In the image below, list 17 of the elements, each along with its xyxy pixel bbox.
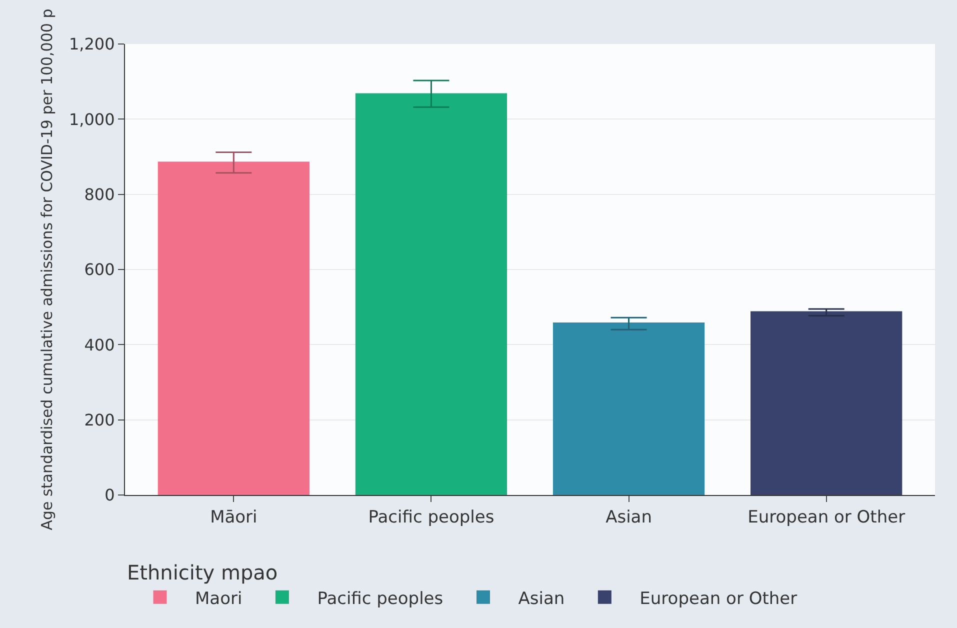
legend-title: Ethnicity mpao bbox=[127, 560, 278, 585]
y-tick-label: 200 bbox=[84, 410, 115, 430]
y-tick-label: 1,200 bbox=[68, 34, 115, 54]
y-axis-title: Age standardised cumulative admissions for COVID-19 per 100,000 p bbox=[38, 8, 56, 530]
legend-label: European or Other bbox=[640, 588, 798, 609]
y-tick-label: 800 bbox=[84, 184, 115, 204]
y-tick-label: 400 bbox=[84, 335, 115, 354]
x-tick-label: Pacific peoples bbox=[368, 507, 494, 528]
x-tick-label: Māori bbox=[210, 507, 258, 528]
x-tick-label: Asian bbox=[606, 507, 652, 528]
legend-label: Maori bbox=[195, 588, 242, 609]
y-tick-label: 1,000 bbox=[68, 110, 115, 129]
legend-label: Pacific peoples bbox=[317, 588, 444, 609]
x-tick-label: European or Other bbox=[748, 507, 906, 528]
y-tick-label: 600 bbox=[84, 260, 115, 280]
legend-label: Asian bbox=[518, 588, 565, 609]
y-tick-label: 0 bbox=[104, 486, 115, 505]
